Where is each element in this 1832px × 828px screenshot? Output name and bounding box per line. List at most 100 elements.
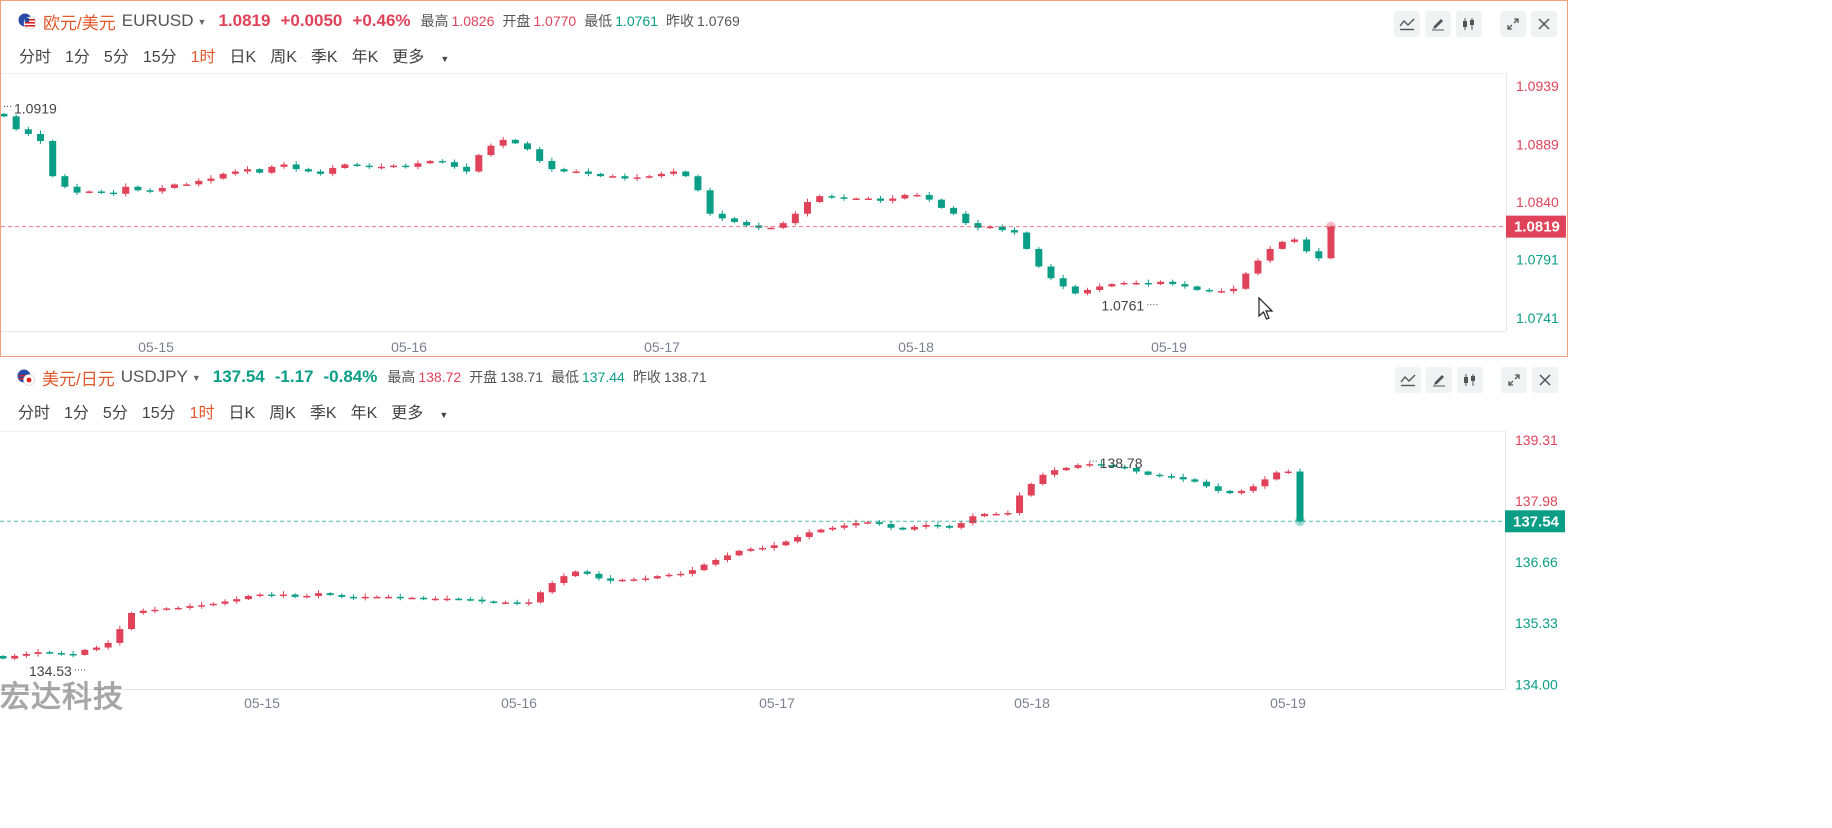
close-button[interactable] (1532, 367, 1558, 393)
draw-pen-icon (1433, 375, 1445, 387)
candle-body (1027, 483, 1035, 496)
candle-body (670, 171, 678, 174)
candle-body (840, 525, 848, 528)
eurusd-candlestick-chart[interactable]: 1.0939 1.0889 1.0840 1.0791 1.0741 05-15 05-16… (1, 73, 1567, 356)
candle-body (1132, 282, 1140, 285)
close-button[interactable] (1531, 11, 1557, 37)
tab-timeshare[interactable]: 分时 (18, 405, 51, 422)
x-tick-label: 05-19 (1270, 695, 1306, 709)
tab-15m[interactable]: 15分 (142, 49, 177, 66)
high-marker-label: 138.78 (1100, 455, 1143, 471)
tab-quarterly[interactable]: 季K (309, 405, 337, 422)
candle-body (1059, 278, 1067, 287)
candle-body (1203, 481, 1211, 487)
tab-quarterly[interactable]: 季K (310, 49, 338, 66)
draw-button[interactable] (1425, 11, 1451, 37)
tab-1h[interactable]: 1时 (190, 49, 216, 66)
tab-daily[interactable]: 日K (229, 49, 257, 66)
pair-name-cn[interactable]: 美元/日元 (42, 369, 115, 389)
close-icon (1539, 374, 1551, 386)
tab-15m[interactable]: 15分 (141, 405, 176, 422)
candle-body (572, 571, 580, 577)
candle-body (1217, 291, 1225, 293)
pair-code[interactable]: USDJPY (120, 367, 188, 386)
candle-body (243, 169, 251, 172)
candle-body (195, 180, 203, 185)
tab-daily[interactable]: 日K (228, 405, 256, 422)
candle-body (304, 169, 312, 172)
candle-body (1144, 471, 1152, 475)
candle-type-button[interactable] (1457, 367, 1483, 393)
candle-body (233, 599, 241, 602)
chart-toolbar (1389, 11, 1557, 37)
usdjpy-candlestick-chart[interactable]: 139.31 137.98 136.66 135.33 134.00 05-15 05-16… (0, 357, 1568, 709)
tab-more[interactable]: 更多 ▼ (392, 43, 463, 67)
pair-code[interactable]: EURUSD (121, 11, 194, 30)
expand-icon (1508, 374, 1520, 386)
candle-body (1062, 467, 1070, 471)
candle-body (922, 524, 930, 527)
tab-more[interactable]: 更多 ▼ (391, 399, 462, 423)
mouse-cursor-icon (1258, 296, 1274, 320)
draw-button[interactable] (1426, 367, 1452, 393)
indicator-button[interactable] (1394, 11, 1420, 37)
candle-body (163, 608, 171, 610)
candle-body (490, 601, 498, 603)
candle-body (151, 609, 159, 612)
tab-yearly[interactable]: 年K (350, 405, 378, 422)
x-tick-label: 05-17 (644, 339, 680, 355)
candle-body (1169, 281, 1177, 285)
candle-type-button[interactable] (1456, 11, 1482, 37)
candle-body (420, 597, 428, 600)
candle-body (1205, 289, 1213, 292)
us-jp-flag-icon (16, 367, 36, 387)
candle-body (1051, 470, 1059, 475)
candle-body (864, 522, 872, 524)
high-label: 最高 (387, 369, 416, 385)
candle-body (183, 184, 191, 186)
candle-body (219, 173, 227, 179)
candle-body (69, 653, 77, 656)
candle-body (548, 583, 556, 593)
candle-body (81, 649, 89, 655)
y-tick-label: 1.0741 (1516, 310, 1559, 326)
pair-name-cn[interactable]: 欧元/美元 (43, 13, 116, 33)
candle-body (925, 194, 933, 200)
tab-1m[interactable]: 1分 (64, 405, 89, 422)
tab-1h[interactable]: 1时 (189, 405, 215, 422)
tab-1m[interactable]: 1分 (65, 49, 90, 66)
tab-yearly[interactable]: 年K (351, 49, 379, 66)
expand-button[interactable] (1501, 367, 1527, 393)
candle-body (511, 139, 519, 144)
chevron-down-icon[interactable]: ▼ (197, 17, 207, 27)
candle-type-icon (1463, 18, 1474, 30)
expand-button[interactable] (1500, 11, 1526, 37)
candle-body (61, 176, 69, 187)
candle-body (1214, 486, 1222, 491)
candle-body (455, 598, 463, 601)
y-tick-label: 136.66 (1515, 554, 1558, 570)
indicator-button[interactable] (1395, 367, 1421, 393)
candle-body (712, 560, 720, 565)
candle-body (1120, 282, 1128, 285)
prev-close-label: 昨收 (632, 369, 661, 385)
candle-body (618, 579, 626, 582)
low-value: 137.44 (582, 369, 625, 385)
tab-5m[interactable]: 5分 (103, 49, 129, 66)
candle-body (279, 594, 287, 597)
candle-body (11, 655, 19, 659)
candle-body (816, 196, 824, 202)
tab-5m[interactable]: 5分 (102, 405, 128, 422)
tab-weekly[interactable]: 周K (270, 49, 297, 66)
candle-body (1016, 495, 1024, 514)
candle-body (37, 133, 45, 142)
candle-body (1167, 476, 1175, 478)
x-tick-label: 05-16 (501, 695, 537, 709)
candle-body (463, 166, 471, 172)
candle-body (116, 629, 124, 643)
last-price: 1.0819 (218, 11, 271, 30)
chevron-down-icon[interactable]: ▼ (191, 373, 201, 383)
last-price: 137.54 (212, 367, 265, 386)
tab-weekly[interactable]: 周K (269, 405, 296, 422)
tab-timeshare[interactable]: 分时 (19, 49, 52, 66)
